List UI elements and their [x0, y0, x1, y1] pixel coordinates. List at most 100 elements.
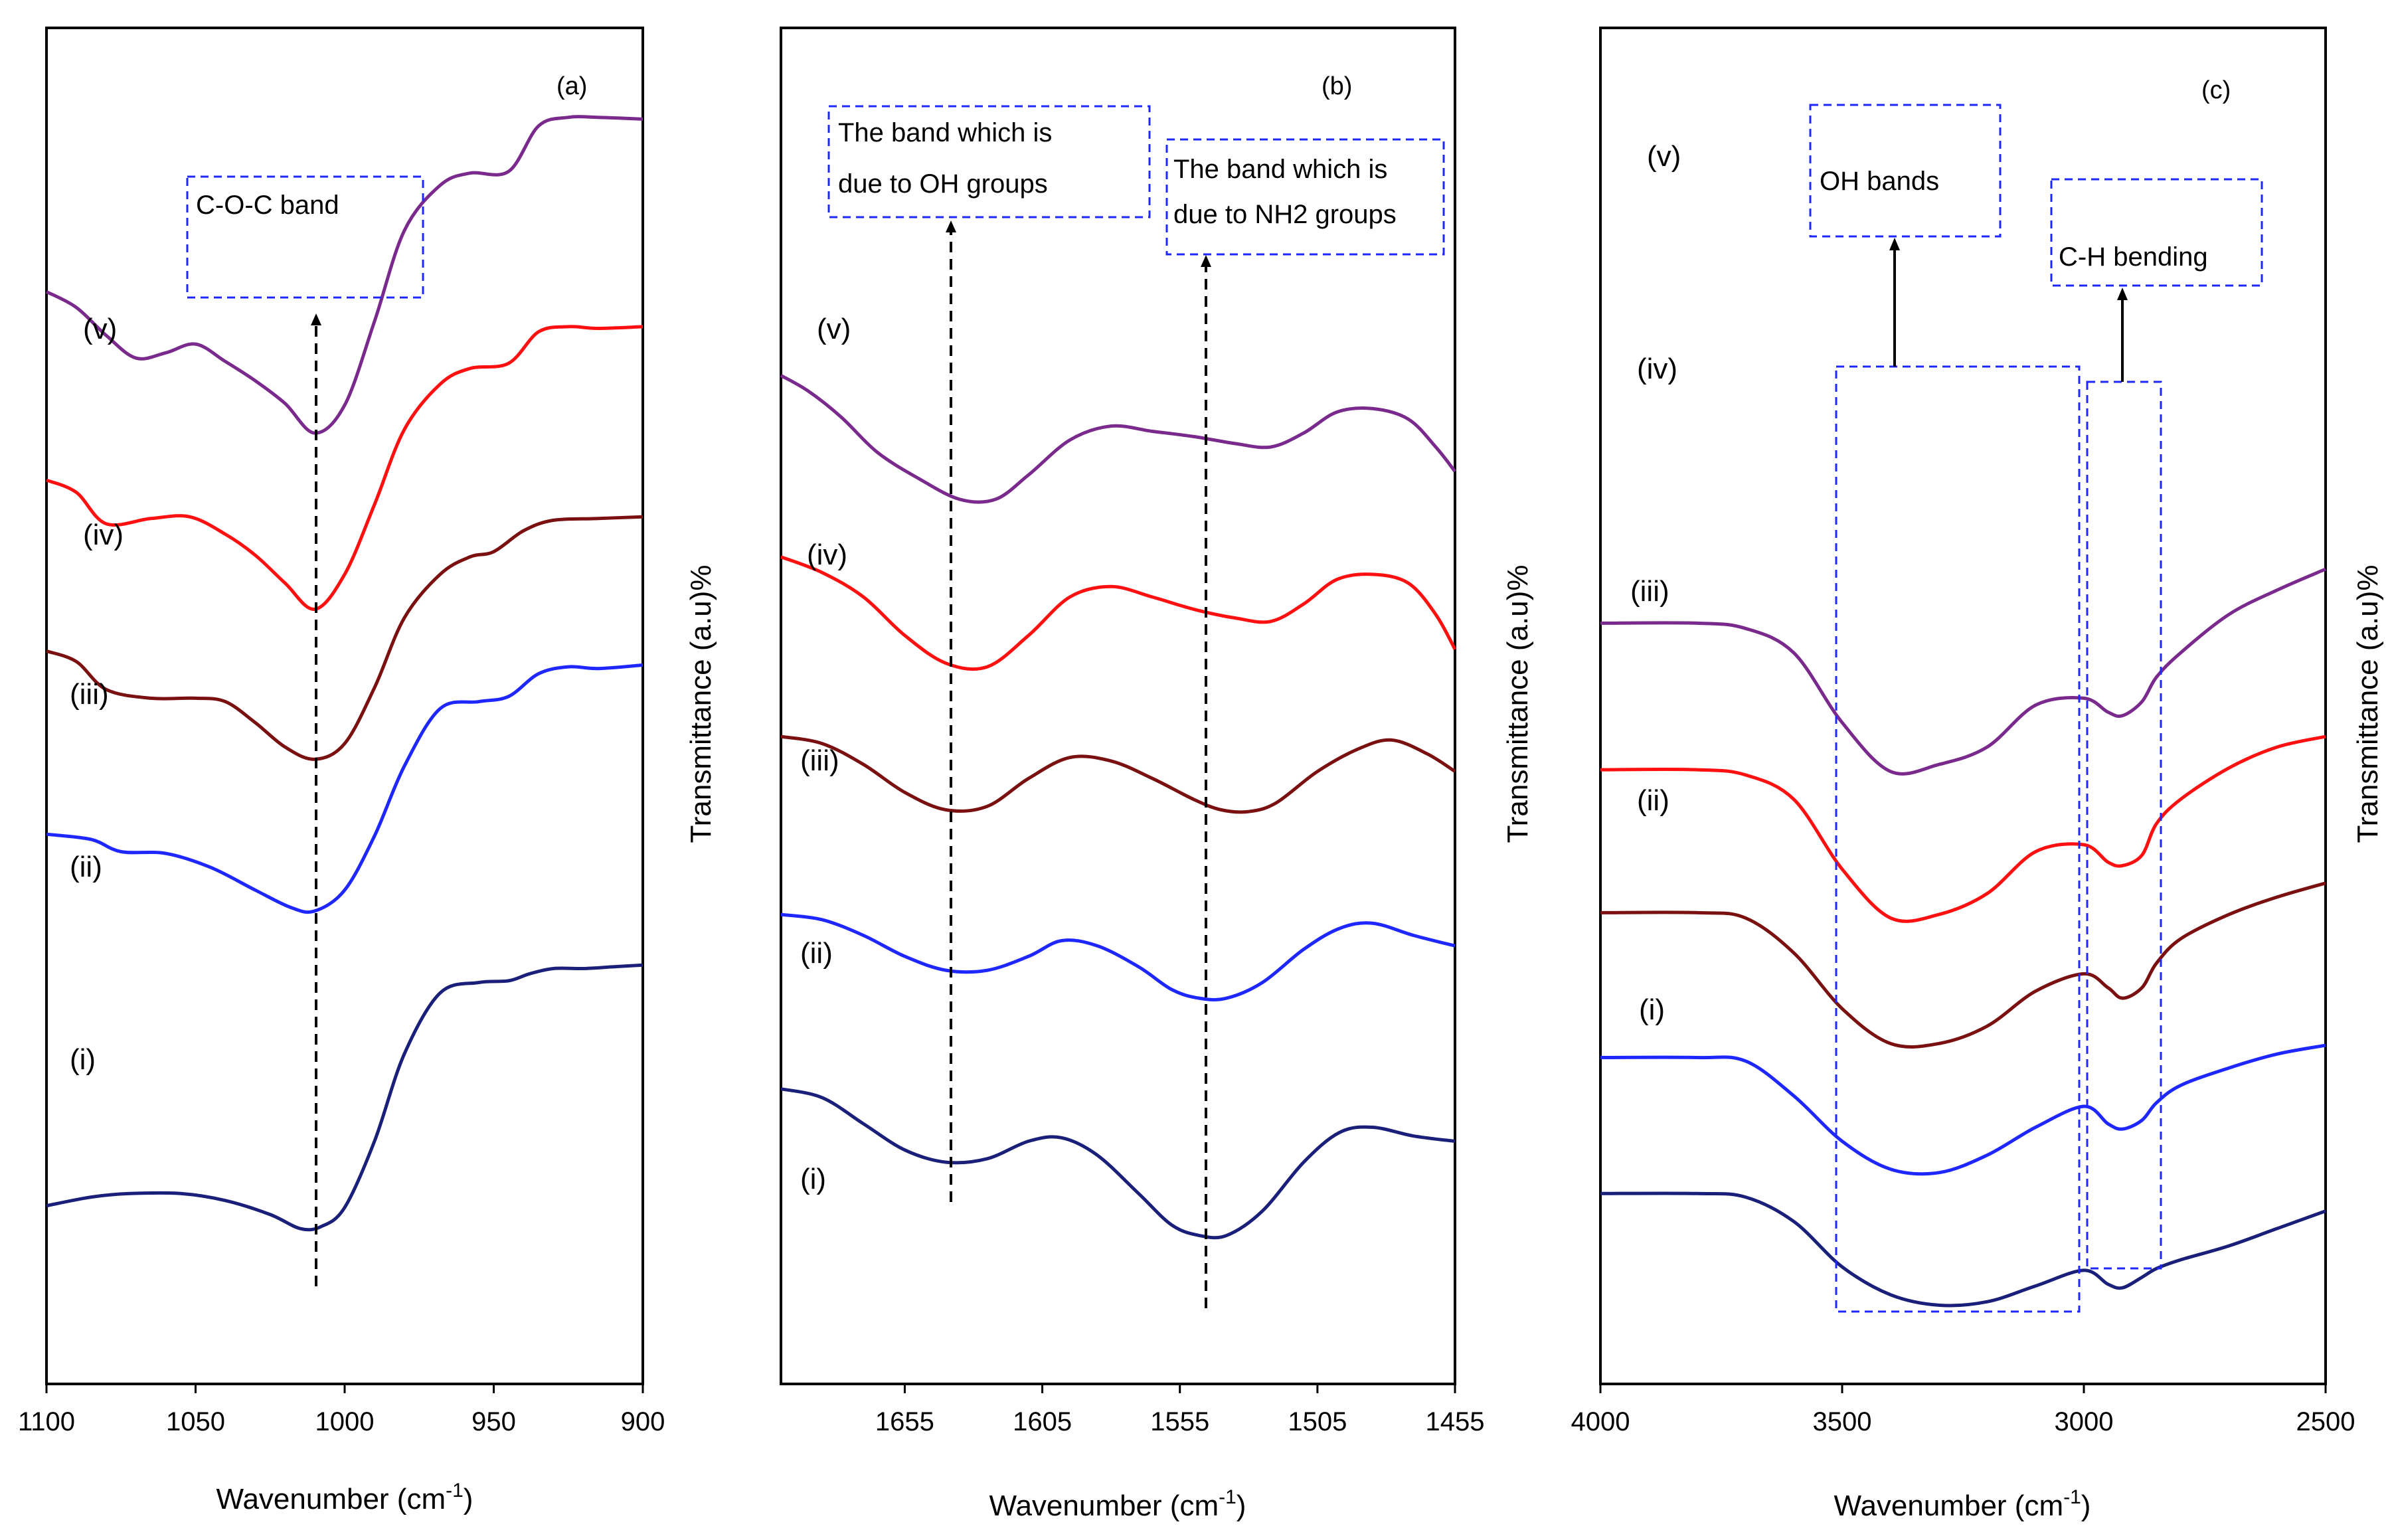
- x-tick-label: 900: [621, 1407, 665, 1436]
- x-tick-label: 1555: [1150, 1407, 1209, 1436]
- panel-a-curves: [45, 115, 643, 1232]
- panel-a-ticks: 1100 1050 1000 950 900: [18, 1384, 665, 1436]
- spectrum-line: [780, 555, 1457, 671]
- panel-b-frame: [780, 27, 1456, 1385]
- x-tick-label: 2500: [2296, 1407, 2355, 1436]
- curve-label-iv: (iv): [807, 539, 847, 571]
- panel-b-ticks: 1655 1605 1555 1505 1455: [875, 1384, 1485, 1436]
- panel-c-y-axis-label: Transmittance (a.u)%: [2351, 565, 2384, 843]
- x-tick-label: 3500: [1813, 1407, 1872, 1436]
- spectrum-line: [780, 374, 1456, 504]
- panel-b-curve-labels: (v) (iv) (iii) (ii) (i): [800, 313, 851, 1195]
- oh-groups-text-line-1: The band which is: [838, 118, 1052, 147]
- panel-b: (b) 1655 1605 1555 1505 1455 (v) (iv) (iii) …: [780, 27, 1534, 1522]
- panel-a-x-axis-label: Wavenumber (cm-1): [216, 1480, 473, 1515]
- curve-label-v: (v): [817, 313, 851, 345]
- spectrum-line: [780, 912, 1456, 1001]
- oh-bands-annotation: OH bands: [1809, 104, 2081, 1313]
- ch-bending-annotation: C-H bending: [2050, 178, 2263, 1270]
- curve-label-iii: (iii): [1630, 575, 1669, 608]
- oh-bands-region: [1835, 365, 2081, 1313]
- x-label-superscript: -1: [446, 1480, 464, 1501]
- panel-c: (c) 4000 3500 3000 2500 (v) (iv) (iii) (ii)…: [1571, 27, 2384, 1522]
- spectrum-line: [46, 515, 643, 761]
- curve-label-i: (i): [70, 1043, 96, 1076]
- curve-label-ii: (ii): [1637, 784, 1669, 817]
- spectrum-line: [46, 325, 643, 611]
- coc-band-arrow-head: [311, 313, 321, 325]
- x-tick-label: 1100: [18, 1407, 75, 1436]
- x-tick-label: 1455: [1426, 1407, 1485, 1436]
- coc-band-text: C-O-C band: [196, 191, 339, 220]
- panel-b-x-axis-label: Wavenumber (cm-1): [989, 1486, 1246, 1522]
- panel-c-frame: [1599, 27, 2327, 1385]
- x-label-superscript: -1: [2063, 1486, 2081, 1508]
- coc-band-box: [186, 175, 424, 299]
- oh-groups-annotation: The band which is due to OH groups: [827, 105, 1151, 1202]
- oh-bands-arrow-head: [1889, 238, 1900, 250]
- curve-label-iii: (iii): [70, 678, 109, 711]
- x-label-close: ): [2081, 1490, 2091, 1522]
- panel-a-curve-labels: (v) (iv) (iii) (ii) (i): [70, 313, 124, 1076]
- panel-a-label: (a): [556, 72, 587, 100]
- panel-c-ticks: 4000 3500 3000 2500: [1571, 1384, 2355, 1436]
- spectrum-line: [1600, 1043, 2326, 1176]
- nh2-groups-box: [1165, 138, 1445, 256]
- x-tick-label: 1605: [1013, 1407, 1072, 1436]
- x-tick-label: 1505: [1288, 1407, 1347, 1436]
- x-label-close: ): [464, 1483, 473, 1515]
- x-tick-label: 3000: [2055, 1407, 2114, 1436]
- panel-c-x-axis-label: Wavenumber (cm-1): [1834, 1486, 2091, 1522]
- x-label-text: Wavenumber (cm: [989, 1490, 1219, 1522]
- oh-bands-label-box: [1809, 104, 2002, 238]
- spectrum-line: [1600, 567, 2326, 776]
- spectrum-line: [780, 1087, 1456, 1240]
- panel-b-y-axis-label: Transmittance (a.u)%: [1501, 565, 1534, 843]
- panel-b-label: (b): [1322, 72, 1352, 100]
- spectrum-line: [780, 734, 1456, 814]
- x-label-superscript: -1: [1219, 1486, 1237, 1508]
- curve-label-iv: (iv): [83, 519, 124, 551]
- x-tick-label: 1655: [875, 1407, 934, 1436]
- ch-bending-text: C-H bending: [2059, 242, 2208, 272]
- spectrum-line: [45, 115, 643, 435]
- x-label-close: ): [1237, 1490, 1246, 1522]
- spectrum-line: [46, 963, 643, 1232]
- curve-label-ii: (ii): [800, 937, 833, 970]
- panel-c-label: (c): [2201, 76, 2231, 104]
- spectrum-line: [46, 663, 643, 914]
- ch-bending-region: [2086, 381, 2162, 1270]
- panel-b-curves: [780, 374, 1457, 1240]
- oh-groups-arrow-head: [946, 220, 956, 232]
- panel-c-curve-labels: (v) (iv) (iii) (ii) (i): [1630, 140, 1681, 1026]
- panel-c-curves: [1600, 567, 2326, 1308]
- curve-label-v: (v): [1647, 140, 1681, 173]
- nh2-groups-arrow-head: [1201, 255, 1211, 267]
- spectrum-line: [1600, 881, 2326, 1049]
- curve-label-ii: (ii): [70, 851, 102, 883]
- x-label-text: Wavenumber (cm: [216, 1483, 446, 1515]
- curve-label-v: (v): [83, 313, 117, 345]
- nh2-groups-annotation: The band which is due to NH2 groups: [1165, 138, 1445, 1308]
- panel-a-y-axis-label: Transmittance (a.u)%: [685, 565, 717, 843]
- curve-label-i: (i): [1639, 993, 1665, 1026]
- oh-bands-text: OH bands: [1820, 167, 1939, 196]
- spectrum-line: [1600, 734, 2326, 923]
- nh2-groups-text-line-1: The band which is: [1173, 155, 1387, 184]
- curve-label-iv: (iv): [1637, 353, 1677, 385]
- coc-band-annotation: C-O-C band: [186, 175, 424, 1286]
- x-tick-label: 950: [471, 1407, 516, 1436]
- panel-a-frame: [45, 27, 644, 1385]
- nh2-groups-text-line-2: due to NH2 groups: [1173, 200, 1397, 229]
- x-tick-label: 1000: [315, 1407, 375, 1436]
- x-tick-label: 1050: [166, 1407, 225, 1436]
- panel-a: (a) 1100 1050 1000 950 900 (v) (iv) (iii) (i…: [18, 27, 717, 1515]
- oh-groups-box: [827, 105, 1151, 218]
- x-label-text: Wavenumber (cm: [1834, 1490, 2064, 1522]
- oh-groups-text-line-2: due to OH groups: [838, 169, 1048, 199]
- curve-label-iii: (iii): [800, 744, 839, 777]
- x-tick-label: 4000: [1571, 1407, 1630, 1436]
- spectrum-line: [1600, 1191, 2326, 1308]
- curve-label-i: (i): [800, 1163, 826, 1195]
